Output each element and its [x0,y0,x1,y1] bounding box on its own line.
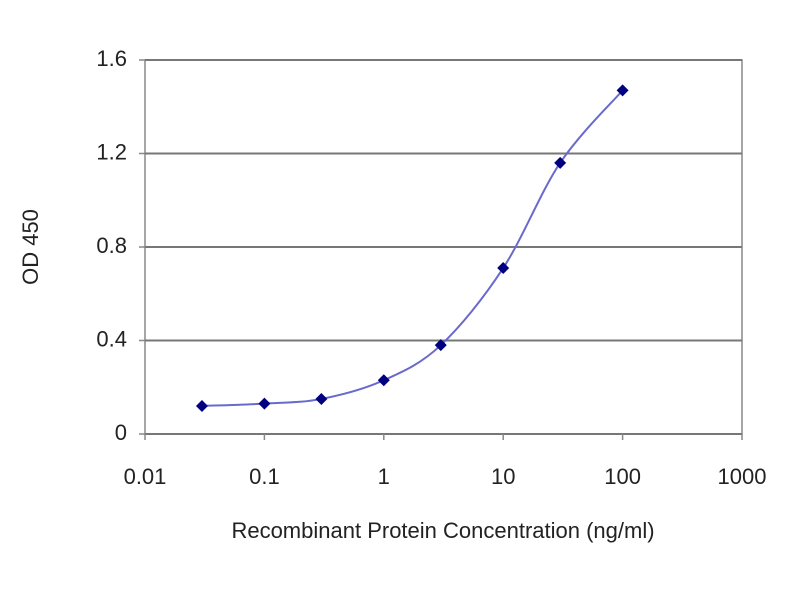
x-tick-label: 0.01 [124,464,167,489]
x-tick-label: 100 [604,464,641,489]
data-point [315,392,328,405]
data-point [554,156,567,169]
y-tick-label: 0 [115,420,127,445]
data-point [497,262,510,275]
x-tick-label: 10 [491,464,515,489]
x-tick-label: 1 [378,464,390,489]
y-tick-label: 1.2 [96,139,127,164]
y-axis-label: OD 450 [18,209,43,285]
x-axis-label: Recombinant Protein Concentration (ng/ml… [231,518,654,543]
data-point [195,399,208,412]
x-tick-label: 1000 [718,464,767,489]
data-point [434,339,447,352]
y-tick-label: 0.8 [96,233,127,258]
y-tick-label: 0.4 [96,326,127,351]
data-point [258,397,271,410]
x-tick-label: 0.1 [249,464,280,489]
data-point [616,84,629,97]
data-point [377,374,390,387]
y-tick-label: 1.6 [96,46,127,71]
